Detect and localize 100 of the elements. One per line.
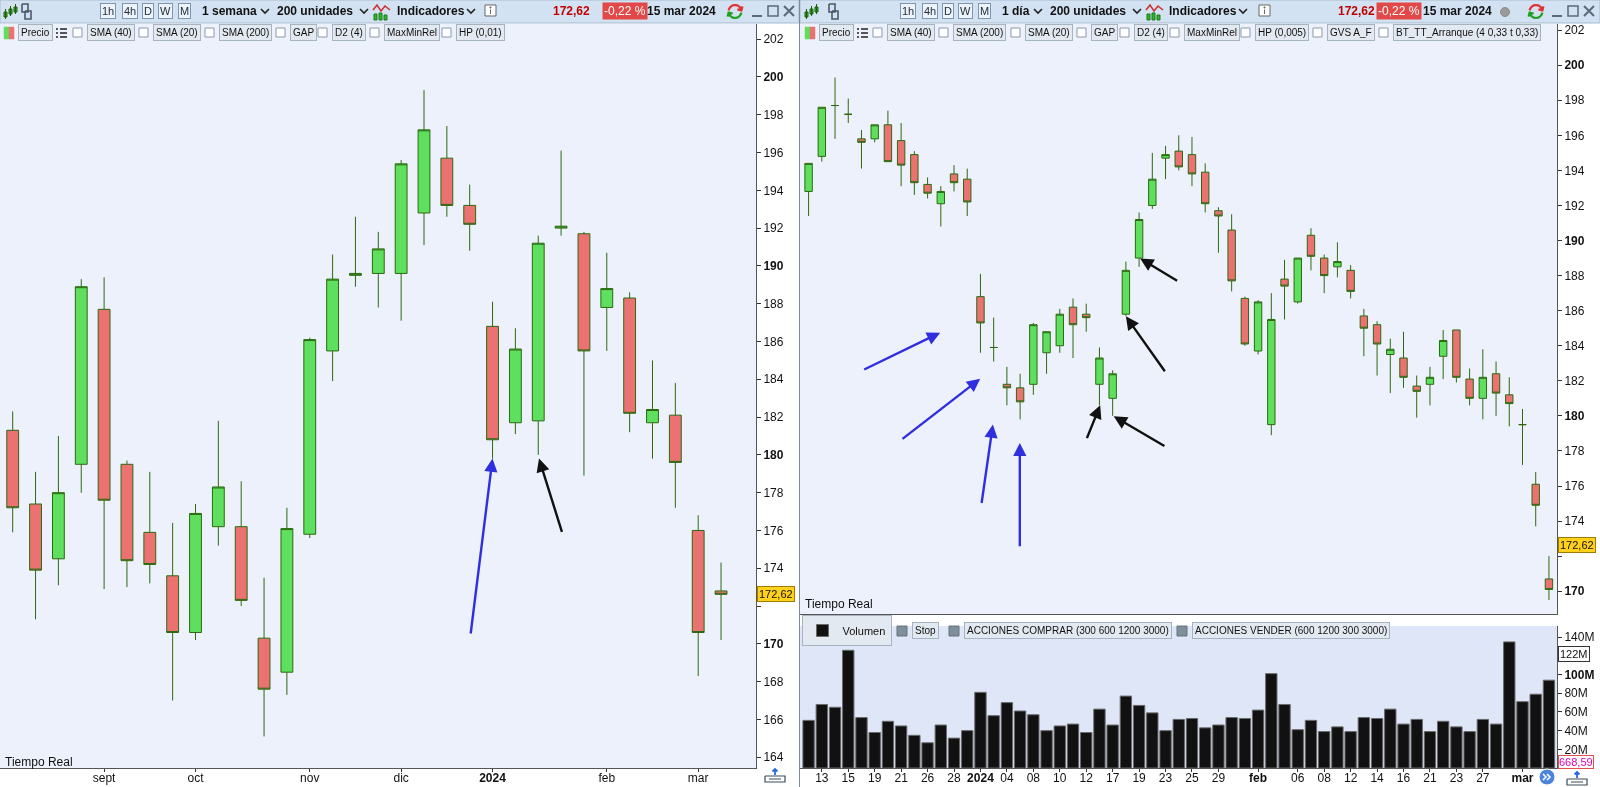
y-tick-label: 200 [1564, 58, 1585, 73]
candlestick [1452, 329, 1461, 384]
y-tick-label: 170 [763, 637, 784, 652]
x-tick-label: 17 [1105, 771, 1120, 786]
candlestick [463, 184, 477, 252]
x-tick-label: 19 [868, 771, 882, 786]
candlestick [1333, 241, 1342, 278]
candlestick [804, 162, 813, 217]
x-tick-label: feb [598, 771, 616, 786]
x-tick-label: 26 [920, 771, 935, 786]
candlestick [1002, 366, 1012, 406]
candlestick [349, 216, 362, 288]
candlestick [910, 150, 919, 196]
annotation: GVS A_F [1330, 27, 1372, 38]
y-tick-label: 182 [763, 410, 784, 425]
y-tick-label: 200 [763, 70, 784, 85]
y-tick-label: 196 [763, 145, 784, 160]
text: 172,62 [553, 4, 591, 18]
text: D [144, 5, 152, 17]
candlestick [646, 359, 659, 460]
y-tick-label: 194 [1564, 163, 1585, 178]
annotation: HP (0,005) [1258, 27, 1307, 38]
candlestick [1478, 348, 1488, 420]
text: M [980, 5, 990, 17]
candlestick [326, 254, 340, 382]
candlestick [531, 235, 545, 456]
candlestick [1187, 136, 1197, 187]
annotation: SMA (20) [1028, 27, 1070, 38]
text: 172,62 [1338, 4, 1376, 18]
candlestick [623, 291, 637, 433]
y-tick-label: 60M [1564, 705, 1588, 720]
candlestick [1412, 375, 1421, 419]
x-tick-label: 25 [1185, 771, 1199, 786]
candlestick [143, 471, 157, 584]
x-tick-label: 04 [1000, 771, 1014, 786]
candlestick [1174, 134, 1183, 171]
text: 200 unidades [277, 4, 354, 18]
y-tick-label: 202 [763, 32, 784, 47]
candlestick [417, 89, 431, 246]
y-tick-label: 190 [763, 259, 784, 274]
x-tick-label: 28 [947, 771, 962, 786]
x-tick-label: 15 [841, 771, 856, 786]
candlestick [600, 252, 614, 352]
annotation: Tiempo Real [5, 755, 73, 769]
x-tick-label: feb [1249, 771, 1268, 786]
candlestick [120, 460, 134, 588]
candlestick [1386, 338, 1395, 394]
candlestick [1505, 376, 1514, 427]
candlestick [257, 577, 271, 737]
candlestick [1201, 162, 1210, 213]
candlestick [857, 129, 866, 170]
x-tick-label: 23 [1449, 771, 1464, 786]
candlestick [1399, 331, 1408, 389]
candlestick [1134, 211, 1144, 268]
x-tick-label: dic [393, 771, 409, 786]
annotation: 172,62 [759, 588, 793, 600]
candlestick [1293, 257, 1302, 305]
text: 4h [924, 5, 937, 17]
text: 1 semana [202, 4, 258, 18]
candlestick [1491, 361, 1501, 417]
y-tick-label: 194 [763, 183, 784, 198]
candlestick [189, 503, 202, 641]
candlestick [1465, 368, 1474, 406]
candlestick [234, 480, 248, 607]
candlestick [1042, 331, 1051, 375]
x-tick-label: 14 [1370, 771, 1385, 786]
text: 15 mar 2024 [647, 4, 717, 18]
candlestick [508, 327, 522, 435]
candlestick [554, 150, 568, 237]
candlestick [1280, 259, 1289, 320]
annotation: ACCIONES VENDER (600 1200 300 3000) [1195, 625, 1388, 636]
annotation: SMA (200) [222, 27, 270, 38]
candlestick [844, 98, 853, 124]
y-tick-label: 186 [1564, 303, 1585, 318]
y-tick-label: 192 [763, 221, 784, 236]
candlestick [896, 122, 906, 187]
candlestick [1425, 366, 1435, 406]
candlestick [989, 317, 998, 363]
x-tick-label: 29 [1211, 771, 1226, 786]
x-tick-label: 13 [815, 771, 829, 786]
candlestick [1068, 297, 1078, 359]
y-tick-label: 20M [1564, 742, 1588, 757]
candlestick [371, 231, 385, 308]
annotation: Stop [915, 625, 937, 636]
candlestick [1372, 320, 1382, 377]
x-tick-label: 16 [1396, 771, 1411, 786]
annotation: D2 (4) [1137, 27, 1165, 38]
candlestick [280, 507, 294, 696]
text: 668,59 [1559, 756, 1593, 768]
x-tick-label: 12 [1079, 771, 1094, 786]
x-tick-label: sept [92, 771, 117, 786]
annotation: GAP [1094, 27, 1116, 38]
candlestick [1161, 145, 1170, 180]
annotation: D2 (4) [335, 27, 363, 38]
annotation: Precio [21, 27, 50, 38]
candlestick [1319, 254, 1329, 294]
y-tick-label: 166 [763, 712, 784, 727]
candlestick [870, 124, 879, 143]
candlestick [74, 278, 88, 494]
y-tick-label: 190 [1564, 233, 1585, 248]
